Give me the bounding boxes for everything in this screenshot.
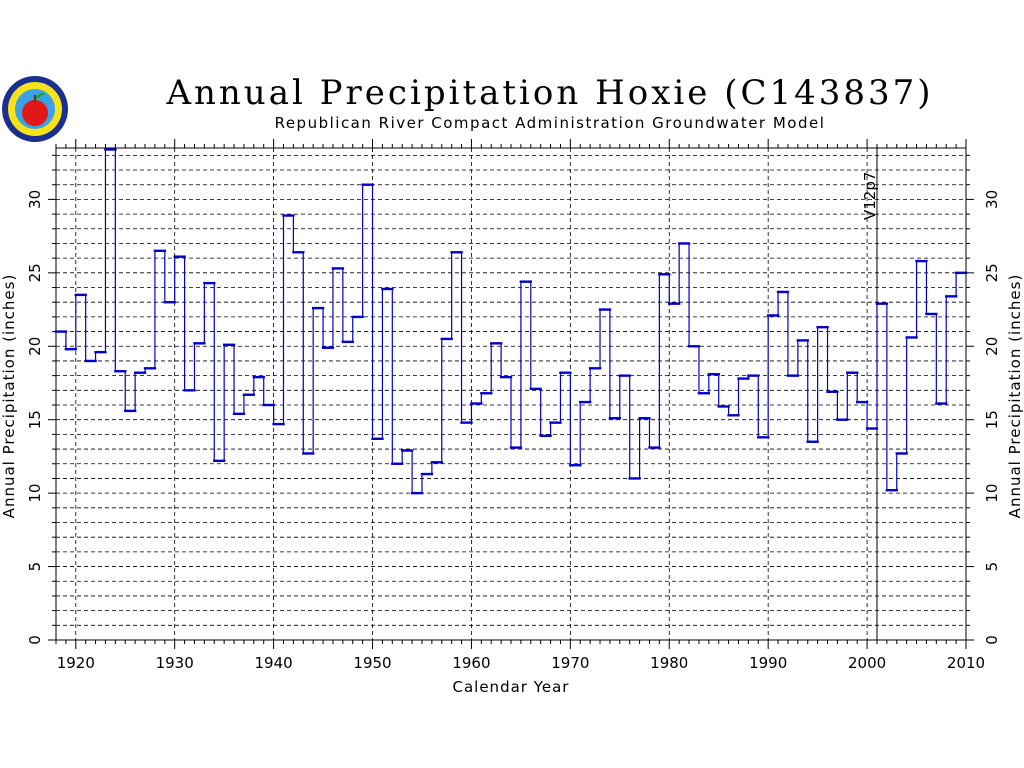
series-group: [54, 148, 968, 495]
x-tick-label: 1970: [551, 654, 589, 672]
y-tick-label: 0: [26, 635, 44, 645]
y-tick-label: 10: [26, 484, 44, 503]
y-tick-label-right: 0: [983, 635, 1001, 645]
x-tick-label: 1960: [452, 654, 490, 672]
x-tick-label: 1940: [255, 654, 293, 672]
y-tick-label: 15: [26, 410, 44, 429]
version-marker-label: V12p7: [861, 172, 879, 220]
x-tick-label: 1920: [57, 654, 95, 672]
y-axis-label: Annual Precipitation (inches): [0, 274, 18, 519]
y-tick-label-right: 10: [983, 484, 1001, 503]
y-tick-label: 25: [26, 263, 44, 282]
y-tick-label-right: 20: [983, 337, 1001, 356]
y-tick-label-right: 15: [983, 410, 1001, 429]
y-tick-label-right: 25: [983, 263, 1001, 282]
x-tick-label: 1930: [156, 654, 194, 672]
logo-icon: [2, 76, 68, 142]
chart-title: Annual Precipitation Hoxie (C143837): [166, 73, 934, 113]
y-axis-label-right: Annual Precipitation (inches): [1006, 274, 1024, 519]
y-tick-label-right: 5: [983, 562, 1001, 572]
y-tick-label: 30: [26, 190, 44, 209]
y-tick-label: 20: [26, 337, 44, 356]
x-tick-label: 2010: [947, 654, 985, 672]
x-tick-label: 1990: [749, 654, 787, 672]
x-axis-label: Calendar Year: [453, 678, 570, 696]
axis-ticks: 0 0 5 5 10 10 15 15 20 20 25 25 30 30 1920 1930 1940 1950…: [26, 139, 1001, 672]
y-tick-label-right: 30: [983, 190, 1001, 209]
x-tick-label: 2000: [848, 654, 886, 672]
x-tick-label: 1980: [650, 654, 688, 672]
chart-subtitle: Republican River Compact Administration …: [274, 114, 826, 132]
y-tick-label: 5: [26, 562, 44, 572]
x-tick-label: 1950: [353, 654, 391, 672]
